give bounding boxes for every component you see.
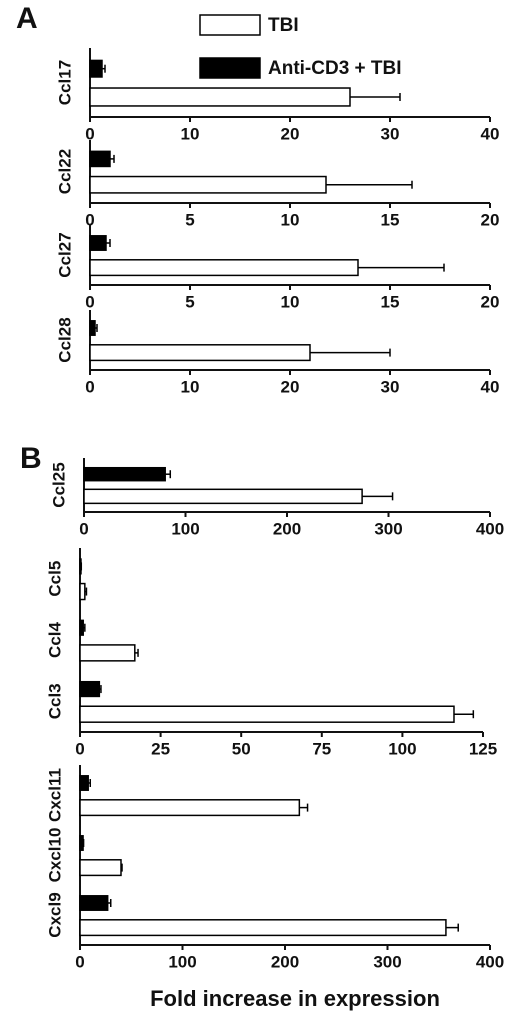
x-tick-label: 20 <box>281 124 300 143</box>
y-tick-label: Ccl4 <box>45 622 64 658</box>
error-bar <box>165 470 172 479</box>
y-tick-label: Ccl25 <box>49 462 68 507</box>
error-bar <box>121 863 123 872</box>
error-bar <box>134 648 139 657</box>
x-tick-label: 400 <box>476 519 504 538</box>
bar <box>89 87 351 107</box>
bar <box>89 320 96 336</box>
x-tick-label: 15 <box>381 292 400 311</box>
error-bar <box>107 899 112 907</box>
error-bar <box>99 685 102 694</box>
x-tick-label: 0 <box>79 519 88 538</box>
bar <box>89 259 359 277</box>
error-bar <box>88 779 91 787</box>
x-tick-label: 300 <box>373 952 401 971</box>
error-bar <box>358 263 445 272</box>
bar <box>79 582 86 601</box>
x-tick-label: 40 <box>481 124 500 143</box>
panel-label: A <box>16 2 38 35</box>
x-tick-label: 20 <box>481 292 500 311</box>
bar <box>89 235 107 251</box>
x-tick-label: 300 <box>374 519 402 538</box>
y-tick-label: Ccl3 <box>45 683 64 719</box>
error-bar <box>102 64 106 73</box>
x-tick-label: 0 <box>85 124 94 143</box>
error-bar <box>299 803 309 812</box>
legend-swatch <box>199 14 261 36</box>
y-tick-label: Cxcl9 <box>45 892 64 937</box>
error-bar <box>326 180 413 189</box>
x-tick-label: 125 <box>469 739 497 758</box>
y-tick-label: Cxcl11 <box>45 768 64 822</box>
x-tick-label: 200 <box>273 519 301 538</box>
x-tick-label: 0 <box>85 292 94 311</box>
error-bar <box>453 710 475 719</box>
bar <box>89 150 111 168</box>
error-bar <box>445 923 459 932</box>
bar <box>79 775 89 791</box>
legend-label: TBI <box>268 15 299 36</box>
bar <box>83 488 363 505</box>
x-tick-label: 10 <box>281 292 300 311</box>
error-bar <box>82 839 85 847</box>
error-bar <box>350 92 401 101</box>
x-tick-label: 100 <box>168 952 196 971</box>
x-tick-label: 10 <box>181 377 200 396</box>
x-tick-label: 0 <box>75 952 84 971</box>
x-tick-label: 30 <box>381 377 400 396</box>
error-bar <box>84 587 88 596</box>
bar <box>79 859 122 877</box>
error-bar <box>95 324 98 332</box>
x-axis-title: Fold increase in expression <box>150 986 440 1011</box>
y-tick-label: Ccl28 <box>55 317 74 362</box>
x-tick-label: 15 <box>381 210 400 229</box>
y-tick-label: Ccl22 <box>55 149 74 194</box>
x-tick-label: 40 <box>481 377 500 396</box>
error-bar <box>110 154 115 163</box>
error-bar <box>362 492 394 501</box>
error-bar <box>106 239 111 247</box>
bar <box>79 835 84 851</box>
x-tick-label: 0 <box>75 739 84 758</box>
x-tick-label: 0 <box>85 210 94 229</box>
y-tick-label: Ccl27 <box>55 232 74 277</box>
bar <box>79 919 447 937</box>
x-tick-label: 75 <box>312 739 331 758</box>
error-bar <box>310 348 391 357</box>
bar <box>79 619 84 636</box>
x-tick-label: 200 <box>271 952 299 971</box>
x-tick-label: 30 <box>381 124 400 143</box>
bar <box>79 799 301 817</box>
bar <box>79 644 136 662</box>
x-tick-label: 5 <box>185 292 194 311</box>
bar <box>89 175 327 194</box>
x-tick-label: 0 <box>85 377 94 396</box>
x-tick-label: 400 <box>476 952 504 971</box>
bar <box>79 895 109 911</box>
x-tick-label: 10 <box>181 124 200 143</box>
bar <box>89 344 311 362</box>
x-tick-label: 20 <box>281 377 300 396</box>
x-tick-label: 50 <box>232 739 251 758</box>
x-tick-label: 100 <box>171 519 199 538</box>
error-bar <box>83 623 86 632</box>
panel-label: B <box>20 442 42 475</box>
x-tick-label: 5 <box>185 210 194 229</box>
x-tick-label: 10 <box>281 210 300 229</box>
legend-label: Anti-CD3 + TBI <box>268 58 402 79</box>
x-tick-label: 20 <box>481 210 500 229</box>
legend-swatch <box>199 57 261 79</box>
y-tick-label: Ccl17 <box>55 60 74 105</box>
bar <box>89 59 103 78</box>
y-tick-label: Ccl5 <box>45 561 64 597</box>
bar <box>79 680 101 698</box>
y-tick-label: Cxcl10 <box>45 828 64 883</box>
x-tick-label: 25 <box>151 739 170 758</box>
bar <box>79 705 455 723</box>
bar <box>83 466 166 482</box>
x-tick-label: 100 <box>388 739 416 758</box>
